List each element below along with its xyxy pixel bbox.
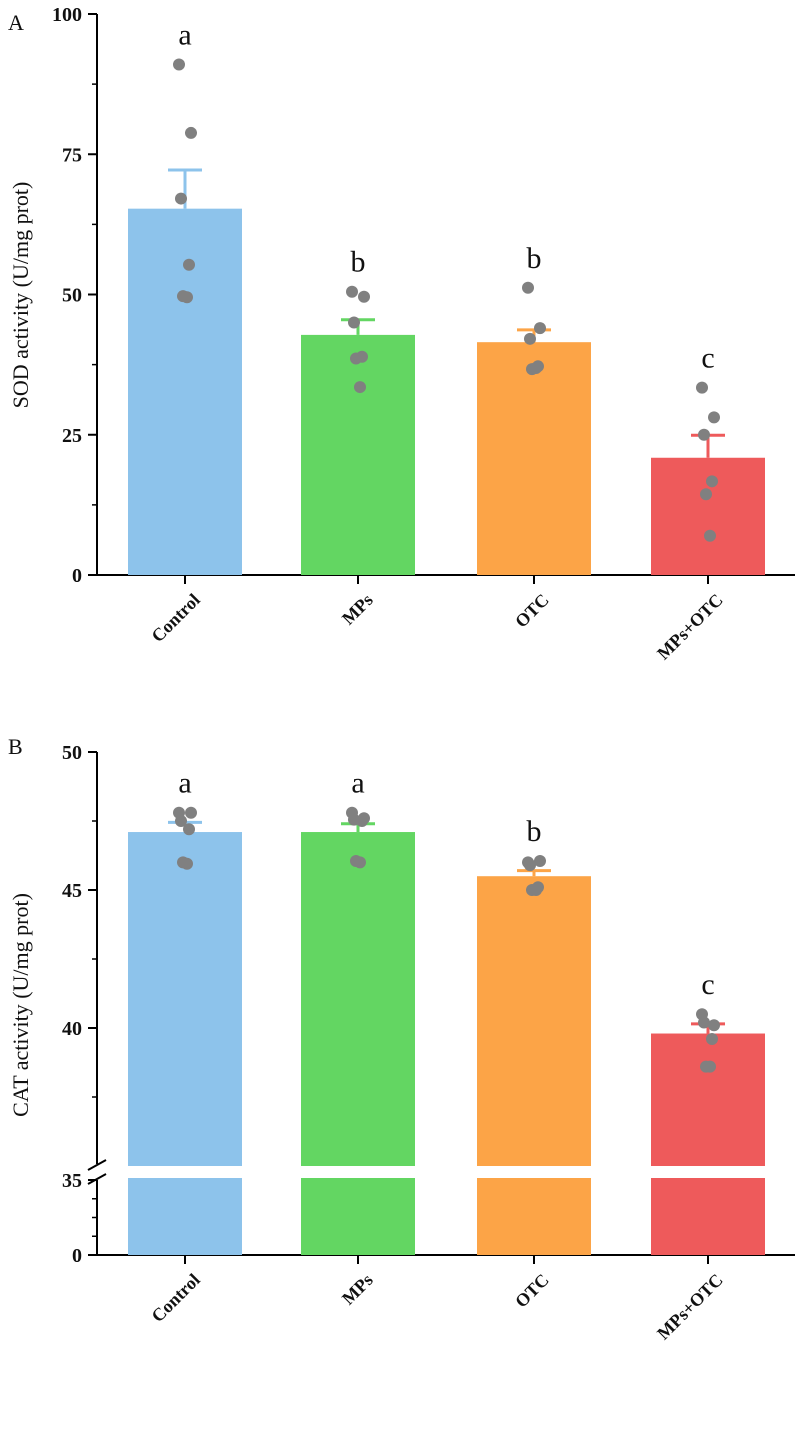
data-point bbox=[706, 475, 718, 487]
figure: A SOD activity (U/mg prot) 0 25 50 75 100 a b… bbox=[0, 0, 802, 1435]
y-tick-label: 45 bbox=[62, 880, 82, 902]
x-category-label: MPs bbox=[338, 1270, 377, 1309]
significance-letter: c bbox=[701, 342, 714, 375]
data-point bbox=[346, 286, 358, 298]
significance-letter: b bbox=[351, 246, 366, 279]
data-point bbox=[185, 807, 197, 819]
data-point bbox=[706, 1033, 718, 1045]
y-tick-label: 35 bbox=[62, 1170, 82, 1192]
x-category-label: OTC bbox=[511, 1270, 553, 1312]
panel-b-label: B bbox=[8, 734, 23, 759]
panel-a-y-ticks: 0 25 50 75 100 bbox=[52, 4, 97, 587]
y-tick-label: 50 bbox=[62, 285, 82, 307]
data-point bbox=[708, 411, 720, 423]
data-point bbox=[350, 352, 362, 364]
bar-otc-upper bbox=[477, 876, 591, 1166]
x-category-label: OTC bbox=[511, 590, 553, 632]
data-point bbox=[173, 58, 185, 70]
significance-letter: b bbox=[527, 815, 542, 848]
data-point bbox=[534, 322, 546, 334]
bar-control-upper bbox=[128, 832, 242, 1166]
x-category-label: Control bbox=[147, 590, 203, 646]
data-point bbox=[704, 530, 716, 542]
x-category-label: MPs bbox=[338, 590, 377, 629]
data-point bbox=[698, 1016, 710, 1028]
y-tick-label: 0 bbox=[72, 1245, 82, 1267]
panel-a-bars bbox=[128, 209, 765, 575]
bar-mps-lower bbox=[301, 1178, 415, 1255]
data-point bbox=[524, 333, 536, 345]
data-point bbox=[185, 127, 197, 139]
panel-b-y-label: CAT activity (U/mg prot) bbox=[8, 893, 33, 1117]
significance-letter: a bbox=[178, 767, 191, 800]
data-point bbox=[530, 884, 542, 896]
data-point bbox=[696, 382, 708, 394]
panel-a-error-bars bbox=[168, 170, 725, 458]
panel-b-x-labels: Control MPs OTC MPs+OTC bbox=[147, 1255, 726, 1343]
data-point bbox=[358, 291, 370, 303]
data-point bbox=[522, 282, 534, 294]
panel-b-points bbox=[173, 807, 720, 1073]
significance-letter: c bbox=[701, 968, 714, 1001]
bar-otc bbox=[477, 342, 591, 575]
data-point bbox=[354, 381, 366, 393]
panel-b-chart: B CAT activity (U/mg prot) 0 35 40 45 50 a a b… bbox=[8, 734, 795, 1343]
panel-a-x-labels: Control MPs OTC MPs+OTC bbox=[147, 575, 726, 663]
panel-a-points bbox=[173, 58, 720, 541]
bar-mps-otc bbox=[651, 458, 765, 575]
data-point bbox=[700, 488, 712, 500]
y-tick-label: 25 bbox=[62, 425, 82, 447]
y-tick-label: 0 bbox=[72, 565, 82, 587]
data-point bbox=[183, 259, 195, 271]
panel-a-label: A bbox=[8, 10, 24, 35]
y-tick-label: 100 bbox=[52, 4, 82, 26]
y-tick-label: 40 bbox=[62, 1018, 82, 1040]
bar-mps-otc-lower bbox=[651, 1178, 765, 1255]
x-category-label: MPs+OTC bbox=[653, 1270, 727, 1344]
panel-b-letters: a a b c bbox=[178, 767, 714, 1001]
bar-otc-lower bbox=[477, 1178, 591, 1255]
panel-b-y-ticks: 0 35 40 45 50 bbox=[62, 742, 97, 1267]
data-point bbox=[704, 1061, 716, 1073]
bar-mps-otc-upper bbox=[651, 1034, 765, 1166]
y-tick-label: 75 bbox=[62, 144, 82, 166]
bar-mps-upper bbox=[301, 832, 415, 1166]
panel-b-bars bbox=[128, 832, 765, 1255]
significance-letter: a bbox=[178, 18, 191, 51]
panel-a-letters: a b b c bbox=[178, 18, 714, 374]
data-point bbox=[530, 362, 542, 374]
data-point bbox=[183, 823, 195, 835]
data-point bbox=[181, 858, 193, 870]
data-point bbox=[175, 193, 187, 205]
data-point bbox=[356, 815, 368, 827]
data-point bbox=[181, 291, 193, 303]
panel-a-y-label: SOD activity (U/mg prot) bbox=[8, 182, 33, 409]
significance-letter: a bbox=[351, 767, 364, 800]
x-category-label: Control bbox=[147, 1270, 203, 1326]
x-category-label: MPs+OTC bbox=[653, 590, 727, 664]
data-point bbox=[348, 317, 360, 329]
data-point bbox=[698, 429, 710, 441]
bar-control-lower bbox=[128, 1178, 242, 1255]
significance-letter: b bbox=[527, 242, 542, 275]
data-point bbox=[354, 856, 366, 868]
data-point bbox=[524, 859, 536, 871]
panel-b-error-bars bbox=[168, 822, 725, 1033]
y-tick-label: 50 bbox=[62, 742, 82, 764]
bar-mps bbox=[301, 335, 415, 575]
panel-a-chart: A SOD activity (U/mg prot) 0 25 50 75 100 a b… bbox=[8, 4, 795, 663]
